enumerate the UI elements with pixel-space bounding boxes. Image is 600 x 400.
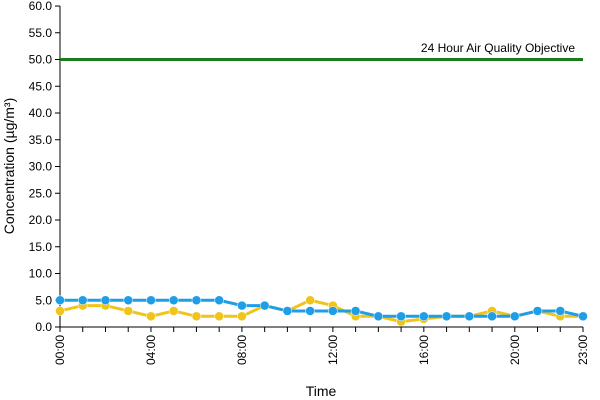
x-tick-label: 04:00 xyxy=(144,335,158,365)
series-1-point xyxy=(191,311,202,322)
y-tick-label: 15.0 xyxy=(29,240,53,254)
y-tick-label: 30.0 xyxy=(29,160,53,174)
series-2-point xyxy=(396,311,406,322)
y-tick-label: 20.0 xyxy=(29,213,53,227)
y-tick-label: 5.0 xyxy=(35,293,52,307)
y-ticks: 0.0 5.0 10.0 15.0 20.0 25.0 30.0 35.0 40.0 45.0 50… xyxy=(29,0,60,334)
x-tick-label: 00:00 xyxy=(53,335,67,365)
series-2-point xyxy=(578,311,588,322)
series-2-point xyxy=(487,311,497,322)
series-1-point xyxy=(55,306,65,316)
series-2-point xyxy=(214,295,224,305)
series-2-point xyxy=(282,306,293,316)
series-2-point xyxy=(464,311,475,322)
x-axis-title: Time xyxy=(306,383,337,399)
series-1-point xyxy=(305,295,315,305)
y-tick-label: 40.0 xyxy=(29,106,53,120)
series-2-point xyxy=(237,300,247,311)
x-tick-label: 16:00 xyxy=(417,335,431,365)
y-tick-label: 0.0 xyxy=(35,320,52,334)
x-tick-label: 23:00 xyxy=(576,335,590,365)
series-2-point xyxy=(77,295,88,305)
series-group xyxy=(55,295,588,327)
series-2-point xyxy=(168,295,179,305)
y-tick-label: 10.0 xyxy=(29,267,53,281)
y-axis-title: Concentration (µg/m³) xyxy=(1,98,17,234)
series-2-point xyxy=(328,306,338,316)
series-2-point xyxy=(373,311,384,322)
x-ticks: 00:00 04:00 08:00 12:00 16:00 20:00 23:00 xyxy=(53,327,590,365)
series-2-point xyxy=(419,311,429,322)
series-1-point xyxy=(123,306,133,316)
series-2-point xyxy=(259,300,270,311)
series-2-point xyxy=(146,295,156,305)
y-tick-label: 50.0 xyxy=(29,53,53,67)
series-2-point xyxy=(100,295,111,305)
objective-label: 24 Hour Air Quality Objective xyxy=(421,41,575,55)
objective-group: 24 Hour Air Quality Objective xyxy=(60,41,583,61)
y-tick-label: 45.0 xyxy=(29,79,53,93)
series-2-point xyxy=(305,306,315,316)
x-tick-label: 20:00 xyxy=(508,335,522,365)
series-1-point xyxy=(168,306,179,316)
y-tick-label: 25.0 xyxy=(29,186,53,200)
series-2-point xyxy=(350,306,361,316)
x-tick-label: 08:00 xyxy=(235,335,249,365)
series-2-point xyxy=(123,295,133,305)
series-1-point xyxy=(146,311,156,322)
series-2-point xyxy=(441,311,452,322)
series-2-point xyxy=(555,306,566,316)
series-1-point xyxy=(214,311,224,322)
series-2-point xyxy=(191,295,202,305)
series-2-point xyxy=(510,311,520,322)
y-tick-label: 35.0 xyxy=(29,133,53,147)
series-2-point xyxy=(55,295,65,305)
series-1-point xyxy=(237,311,247,322)
y-tick-label: 55.0 xyxy=(29,26,53,40)
series-2-point xyxy=(532,306,543,316)
y-tick-label: 60.0 xyxy=(29,0,53,13)
x-tick-label: 12:00 xyxy=(326,335,340,365)
